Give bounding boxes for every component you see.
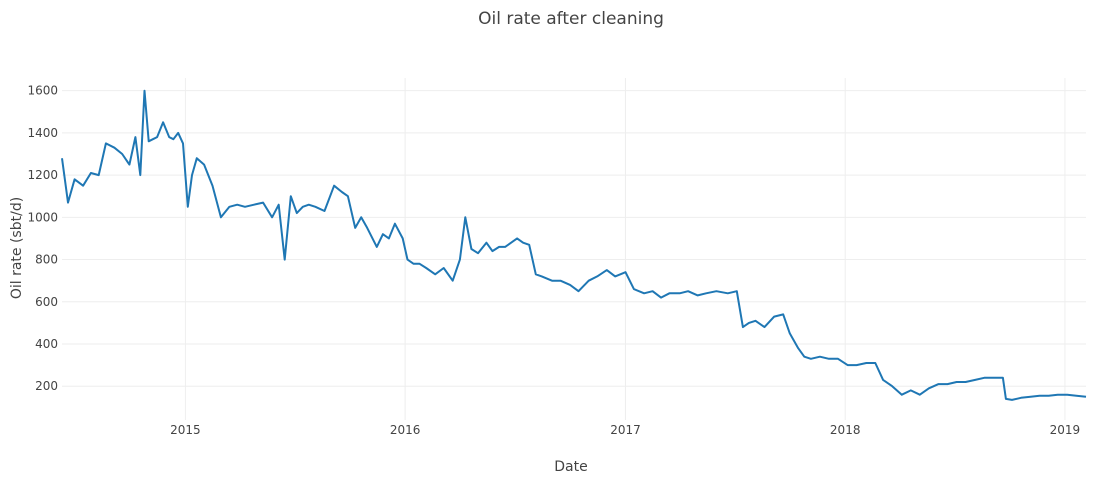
tick-layer: 200 400 600 800 1000 1200 1400 1600 2015 2016 2017… [27, 84, 1080, 437]
y-tick-label: 1000 [27, 210, 58, 224]
y-tick-label: 800 [35, 253, 58, 267]
y-tick-label: 600 [35, 295, 58, 309]
grid-layer [62, 78, 1086, 420]
x-axis-title: Date [554, 459, 587, 475]
x-tick-label: 2018 [830, 423, 861, 437]
y-tick-label: 200 [35, 379, 58, 393]
x-tick-label: 2017 [610, 423, 641, 437]
x-tick-label: 2019 [1050, 423, 1081, 437]
y-tick-label: 1400 [27, 126, 58, 140]
chart-title: Oil rate after cleaning [478, 9, 664, 29]
series-layer [61, 89, 1087, 401]
series-line [61, 89, 1087, 401]
y-tick-label: 1200 [27, 168, 58, 182]
y-tick-label: 400 [35, 337, 58, 351]
y-tick-label: 1600 [27, 84, 58, 98]
x-tick-label: 2015 [170, 423, 201, 437]
x-tick-label: 2016 [390, 423, 421, 437]
y-axis-title: Oil rate (sbt/d) [9, 197, 25, 299]
